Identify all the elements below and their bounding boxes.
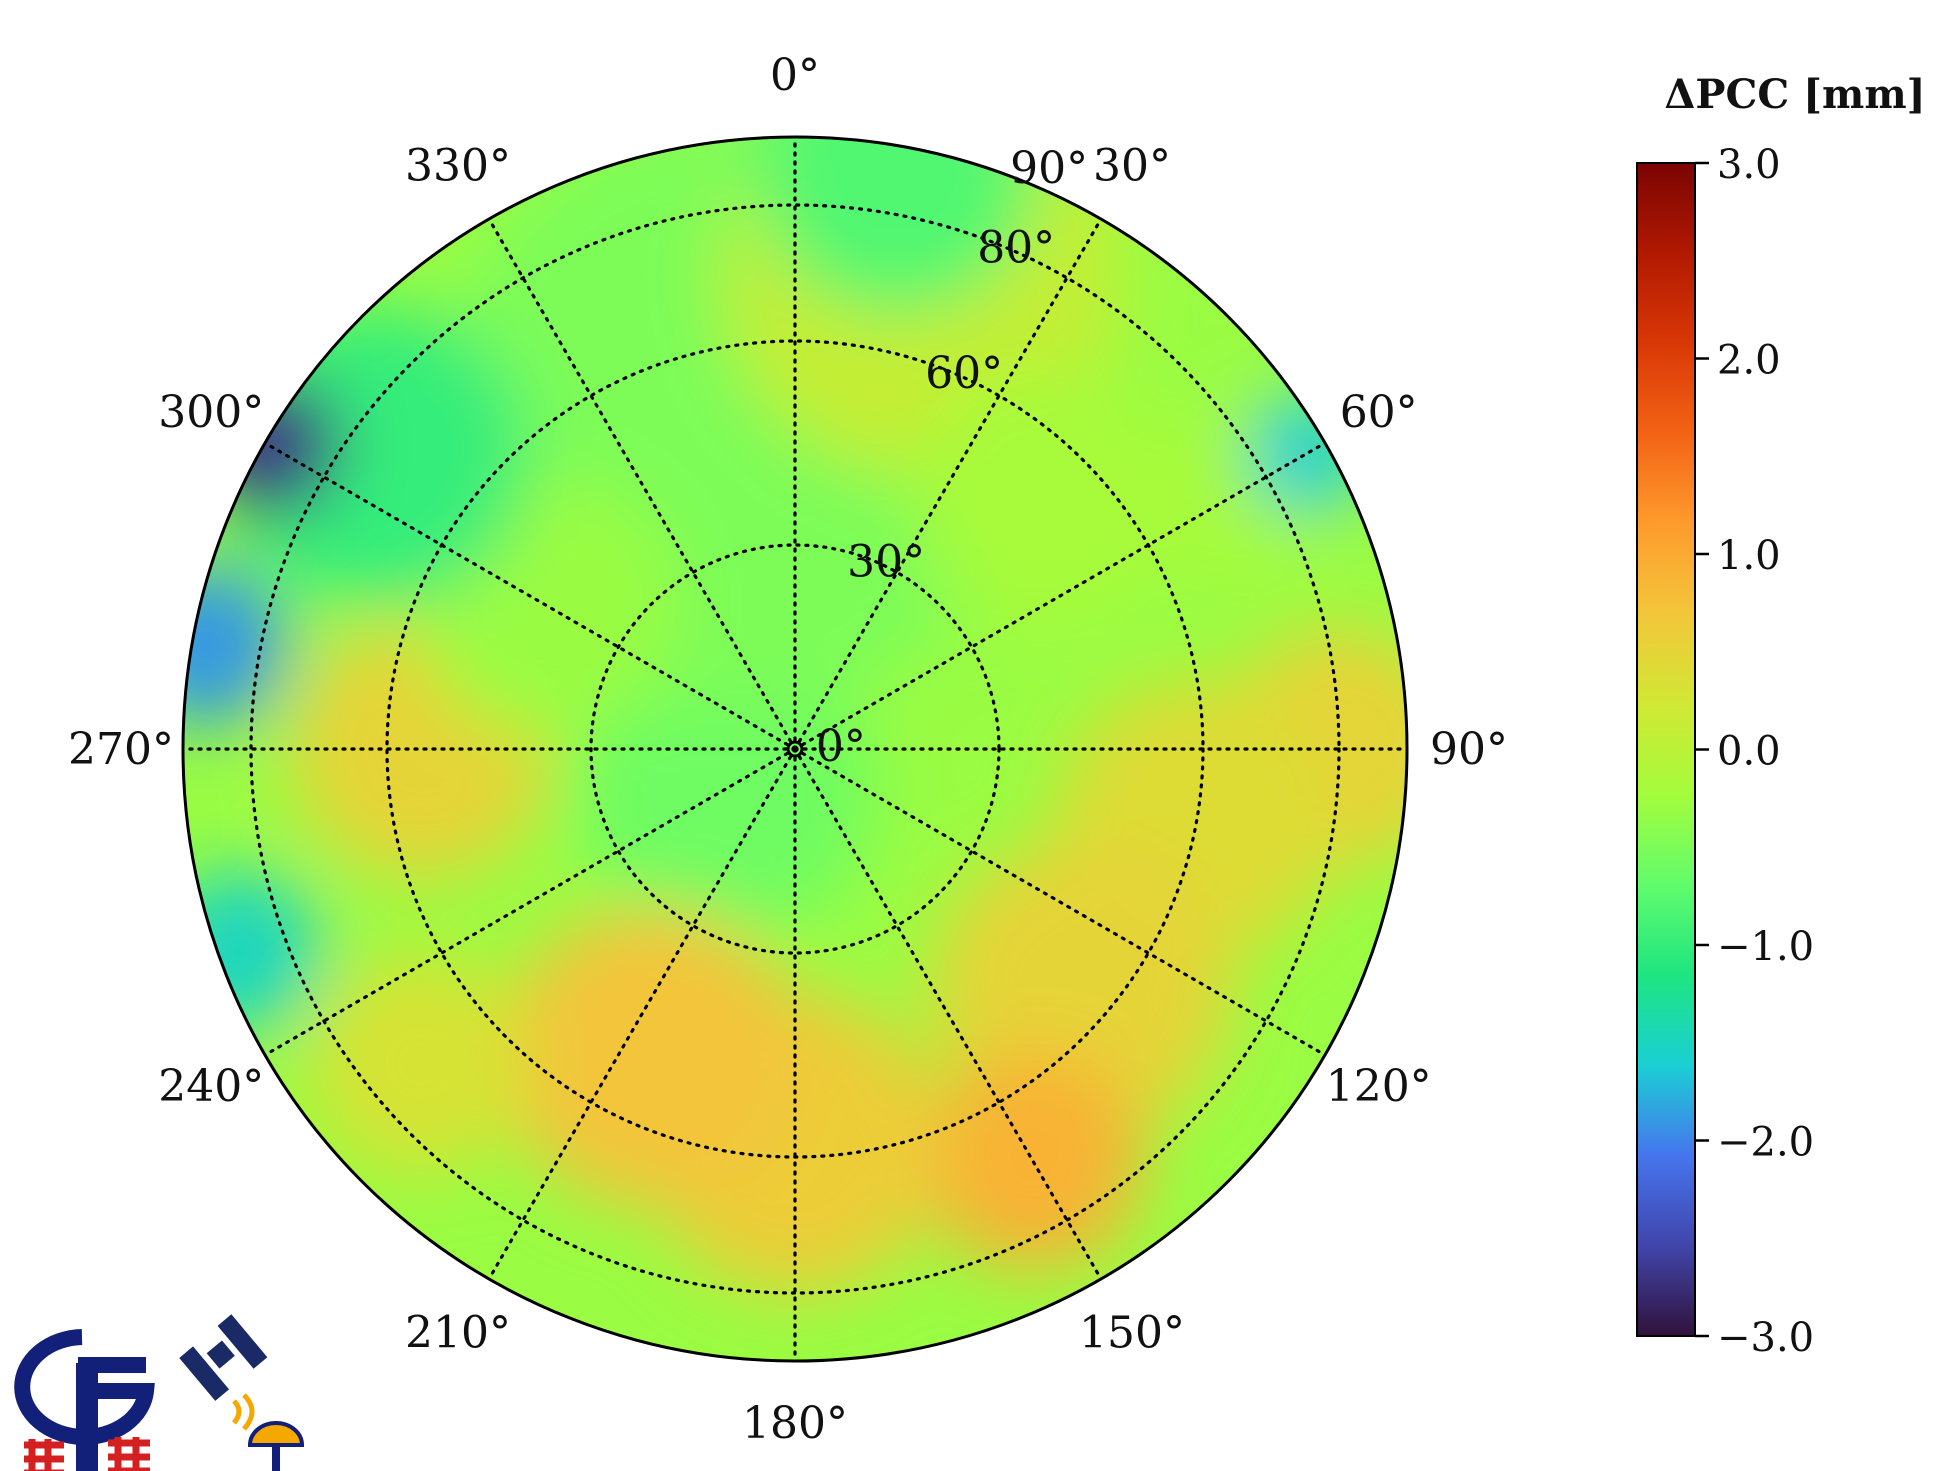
colorbar-tick-label-6: −3.0 — [1717, 1315, 1814, 1361]
zenith-label-0: 0° — [816, 721, 866, 772]
azimuth-spoke-330 — [487, 217, 797, 751]
colorbar-tick-label-4: −1.0 — [1717, 924, 1814, 970]
zenith-ring-80 — [249, 203, 1341, 1295]
colorbar-gradient — [1636, 162, 1696, 1337]
azimuth-spoke-300 — [263, 441, 797, 751]
colorbar-tick-label-2: 1.0 — [1717, 533, 1781, 579]
polar-grid — [183, 137, 1407, 1361]
azimuth-spoke-60 — [793, 441, 1327, 751]
zenith-label-30: 30° — [847, 537, 925, 588]
satellite-icon — [179, 1314, 268, 1401]
azimuth-label-180: 180° — [742, 1398, 848, 1449]
azimuth-label-330: 330° — [405, 140, 511, 191]
zenith-label-80: 80° — [977, 222, 1055, 273]
logo-comb-left-icon — [24, 1439, 64, 1471]
azimuth-label-120: 120° — [1326, 1061, 1432, 1112]
colorbar-title: ΔPCC [mm] — [1664, 71, 1925, 118]
azimuth-label-210: 210° — [405, 1308, 511, 1359]
azimuth-spoke-240 — [263, 747, 797, 1057]
logo-comb-right-icon — [108, 1437, 150, 1471]
azimuth-label-90: 90° — [1430, 724, 1508, 775]
zenith-label-60: 60° — [925, 348, 1003, 399]
colorbar: ΔPCC [mm] 3.0 2.0 1.0 0.0 −1.0 −2.0 −3.0 — [1636, 71, 1926, 1361]
azimuth-label-0: 0° — [770, 50, 820, 101]
institution-logo — [14, 1314, 305, 1471]
heatmap-region-4 — [915, 369, 1175, 629]
colorbar-tick-label-5: −2.0 — [1717, 1120, 1814, 1166]
azimuth-spoke-150 — [793, 747, 1103, 1281]
zenith-label-90: 90° — [1010, 143, 1088, 194]
plot-outline — [181, 135, 1409, 1363]
azimuth-label-300: 300° — [158, 387, 264, 438]
azimuth-label-30: 30° — [1093, 140, 1171, 191]
azimuth-spoke-120 — [793, 747, 1327, 1057]
azimuth-label-60: 60° — [1340, 387, 1418, 438]
colorbar-tick-label-3: 0.0 — [1717, 729, 1781, 775]
heatmap-region-16 — [756, 137, 1037, 314]
azimuth-spoke-210 — [487, 747, 797, 1281]
zenith-labels: 0° 30° 60° 80° 90° — [816, 143, 1088, 772]
signal-waves-icon — [232, 1393, 255, 1431]
polar-plot-area: 0° 30° 60° 90° 120° 150° 180° 210° 240° 270° 300° 3… — [68, 50, 1508, 1449]
azimuth-label-270: 270° — [68, 724, 174, 775]
center-marker — [786, 740, 804, 758]
colorbar-tick-label-0: 3.0 — [1717, 142, 1781, 188]
logo-bar-icon — [76, 1363, 98, 1471]
heatmap-region-12 — [309, 953, 530, 1174]
azimuth-label-240: 240° — [158, 1061, 264, 1112]
antenna-dome-icon — [247, 1421, 305, 1471]
azimuth-label-150: 150° — [1079, 1308, 1185, 1359]
azimuth-spoke-30 — [793, 217, 1103, 751]
heatmap-region-11 — [501, 907, 802, 1208]
azimuth-labels: 0° 30° 60° 90° 120° 150° 180° 210° 240° 270° 300° 3… — [68, 50, 1508, 1449]
globe-emblem-icon — [14, 1329, 155, 1445]
zenith-ring-30 — [589, 543, 1001, 955]
heatmap-region-19 — [183, 565, 286, 726]
colorbar-tick-label-1: 2.0 — [1717, 338, 1781, 384]
colorbar-ticks: 3.0 2.0 1.0 0.0 −1.0 −2.0 −3.0 — [1695, 142, 1814, 1361]
